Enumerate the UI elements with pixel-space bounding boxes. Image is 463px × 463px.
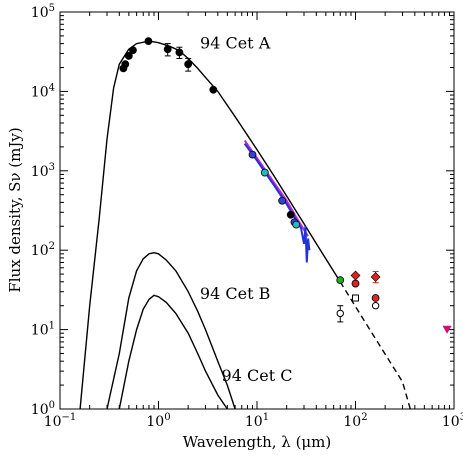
data-point (175, 48, 184, 57)
x-tick-label: 102 (343, 412, 367, 430)
data-point (248, 150, 257, 159)
data-point (352, 294, 359, 302)
y-tick-label: 103 (31, 162, 55, 180)
data-point (129, 46, 137, 55)
data-point (163, 45, 172, 54)
data-point (336, 309, 344, 318)
model-sed-line (106, 251, 236, 409)
x-tick-label: 100 (146, 412, 170, 430)
data-point (370, 272, 381, 282)
x-tick-label: 101 (245, 412, 269, 430)
series-layer (79, 37, 452, 409)
data-point (371, 294, 380, 302)
data-point (278, 196, 287, 205)
data-point (371, 301, 380, 310)
data-point (336, 276, 345, 285)
data-point (184, 60, 193, 69)
y-tick-label: 101 (31, 321, 55, 339)
x-tick-label: 103 (442, 412, 463, 430)
data-point (144, 37, 153, 46)
component-label: 94 Cet B (200, 284, 270, 303)
ticks-layer (59, 12, 454, 410)
data-point (292, 220, 301, 229)
data-point (124, 51, 133, 60)
y-tick-label: 104 (31, 82, 55, 100)
y-axis-label: Flux density, Sν (mJy) (6, 127, 24, 292)
model-extrapolation-line (339, 281, 411, 409)
data-point (260, 168, 269, 177)
component-label: 94 Cet C (222, 366, 293, 385)
spectrum-line (243, 140, 309, 237)
x-tick-label: 10−1 (44, 412, 77, 430)
data-point (121, 60, 130, 69)
y-tick-label: 105 (31, 3, 55, 21)
data-point (209, 85, 218, 94)
x-axis-label: Wavelength, λ (μm) (183, 433, 332, 451)
data-point (350, 270, 361, 281)
y-tick-label: 100 (31, 400, 55, 418)
model-sed-line (79, 40, 341, 409)
upper-limit-marker (442, 325, 452, 334)
model-sed-line (118, 294, 228, 409)
plot-frame (59, 11, 455, 410)
spectrum-line (243, 143, 311, 263)
data-point (351, 279, 360, 288)
y-tick-label: 102 (31, 241, 55, 259)
data-point (286, 210, 295, 219)
component-label: 94 Cet A (200, 34, 271, 53)
